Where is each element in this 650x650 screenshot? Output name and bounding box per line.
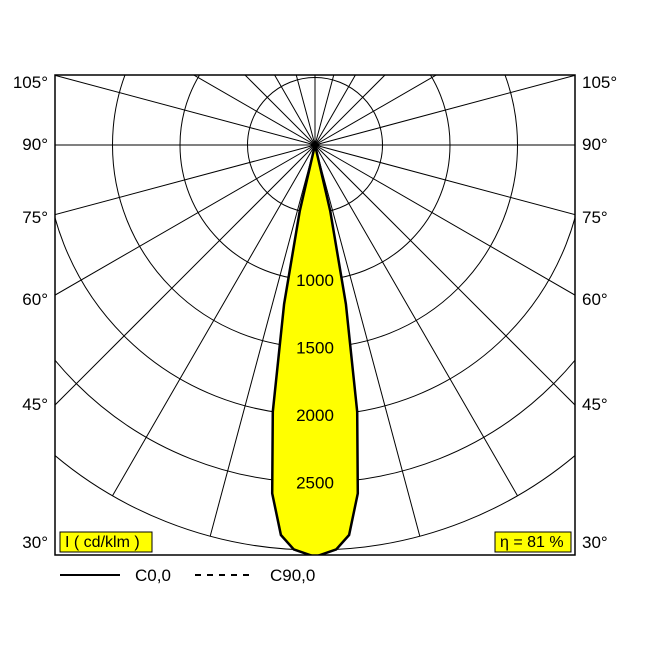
ring-label: 2000 — [296, 406, 334, 425]
angle-label-left: 45° — [22, 395, 48, 414]
angle-label-right: 30° — [582, 533, 608, 552]
angle-label-left: 60° — [22, 290, 48, 309]
angle-label-right: 75° — [582, 208, 608, 227]
legend-label-c90: C90,0 — [270, 566, 315, 585]
ring-label: 1500 — [296, 339, 334, 358]
legend-label-c0: C0,0 — [135, 566, 171, 585]
angle-label-right: 60° — [582, 290, 608, 309]
ring-label: 1000 — [296, 271, 334, 290]
ring-label: 2500 — [296, 474, 334, 493]
angle-label-right: 45° — [582, 395, 608, 414]
angle-label-left: 90° — [22, 135, 48, 154]
polar-chart-container: 105° 105° 90° 90° 75° 75° 60° 60° 45° 45° 30° 30° 10… — [0, 0, 650, 650]
angle-label-left: 105° — [13, 73, 48, 92]
angle-label-left: 30° — [22, 533, 48, 552]
info-left-text: I ( cd/klm ) — [65, 534, 140, 551]
angle-label-right: 105° — [582, 73, 617, 92]
angle-label-left: 75° — [22, 208, 48, 227]
polar-chart-svg: 105° 105° 90° 90° 75° 75° 60° 60° 45° 45° 30° 30° 10… — [0, 0, 650, 650]
angle-label-right: 90° — [582, 135, 608, 154]
info-right-text: η = 81 % — [500, 534, 564, 551]
